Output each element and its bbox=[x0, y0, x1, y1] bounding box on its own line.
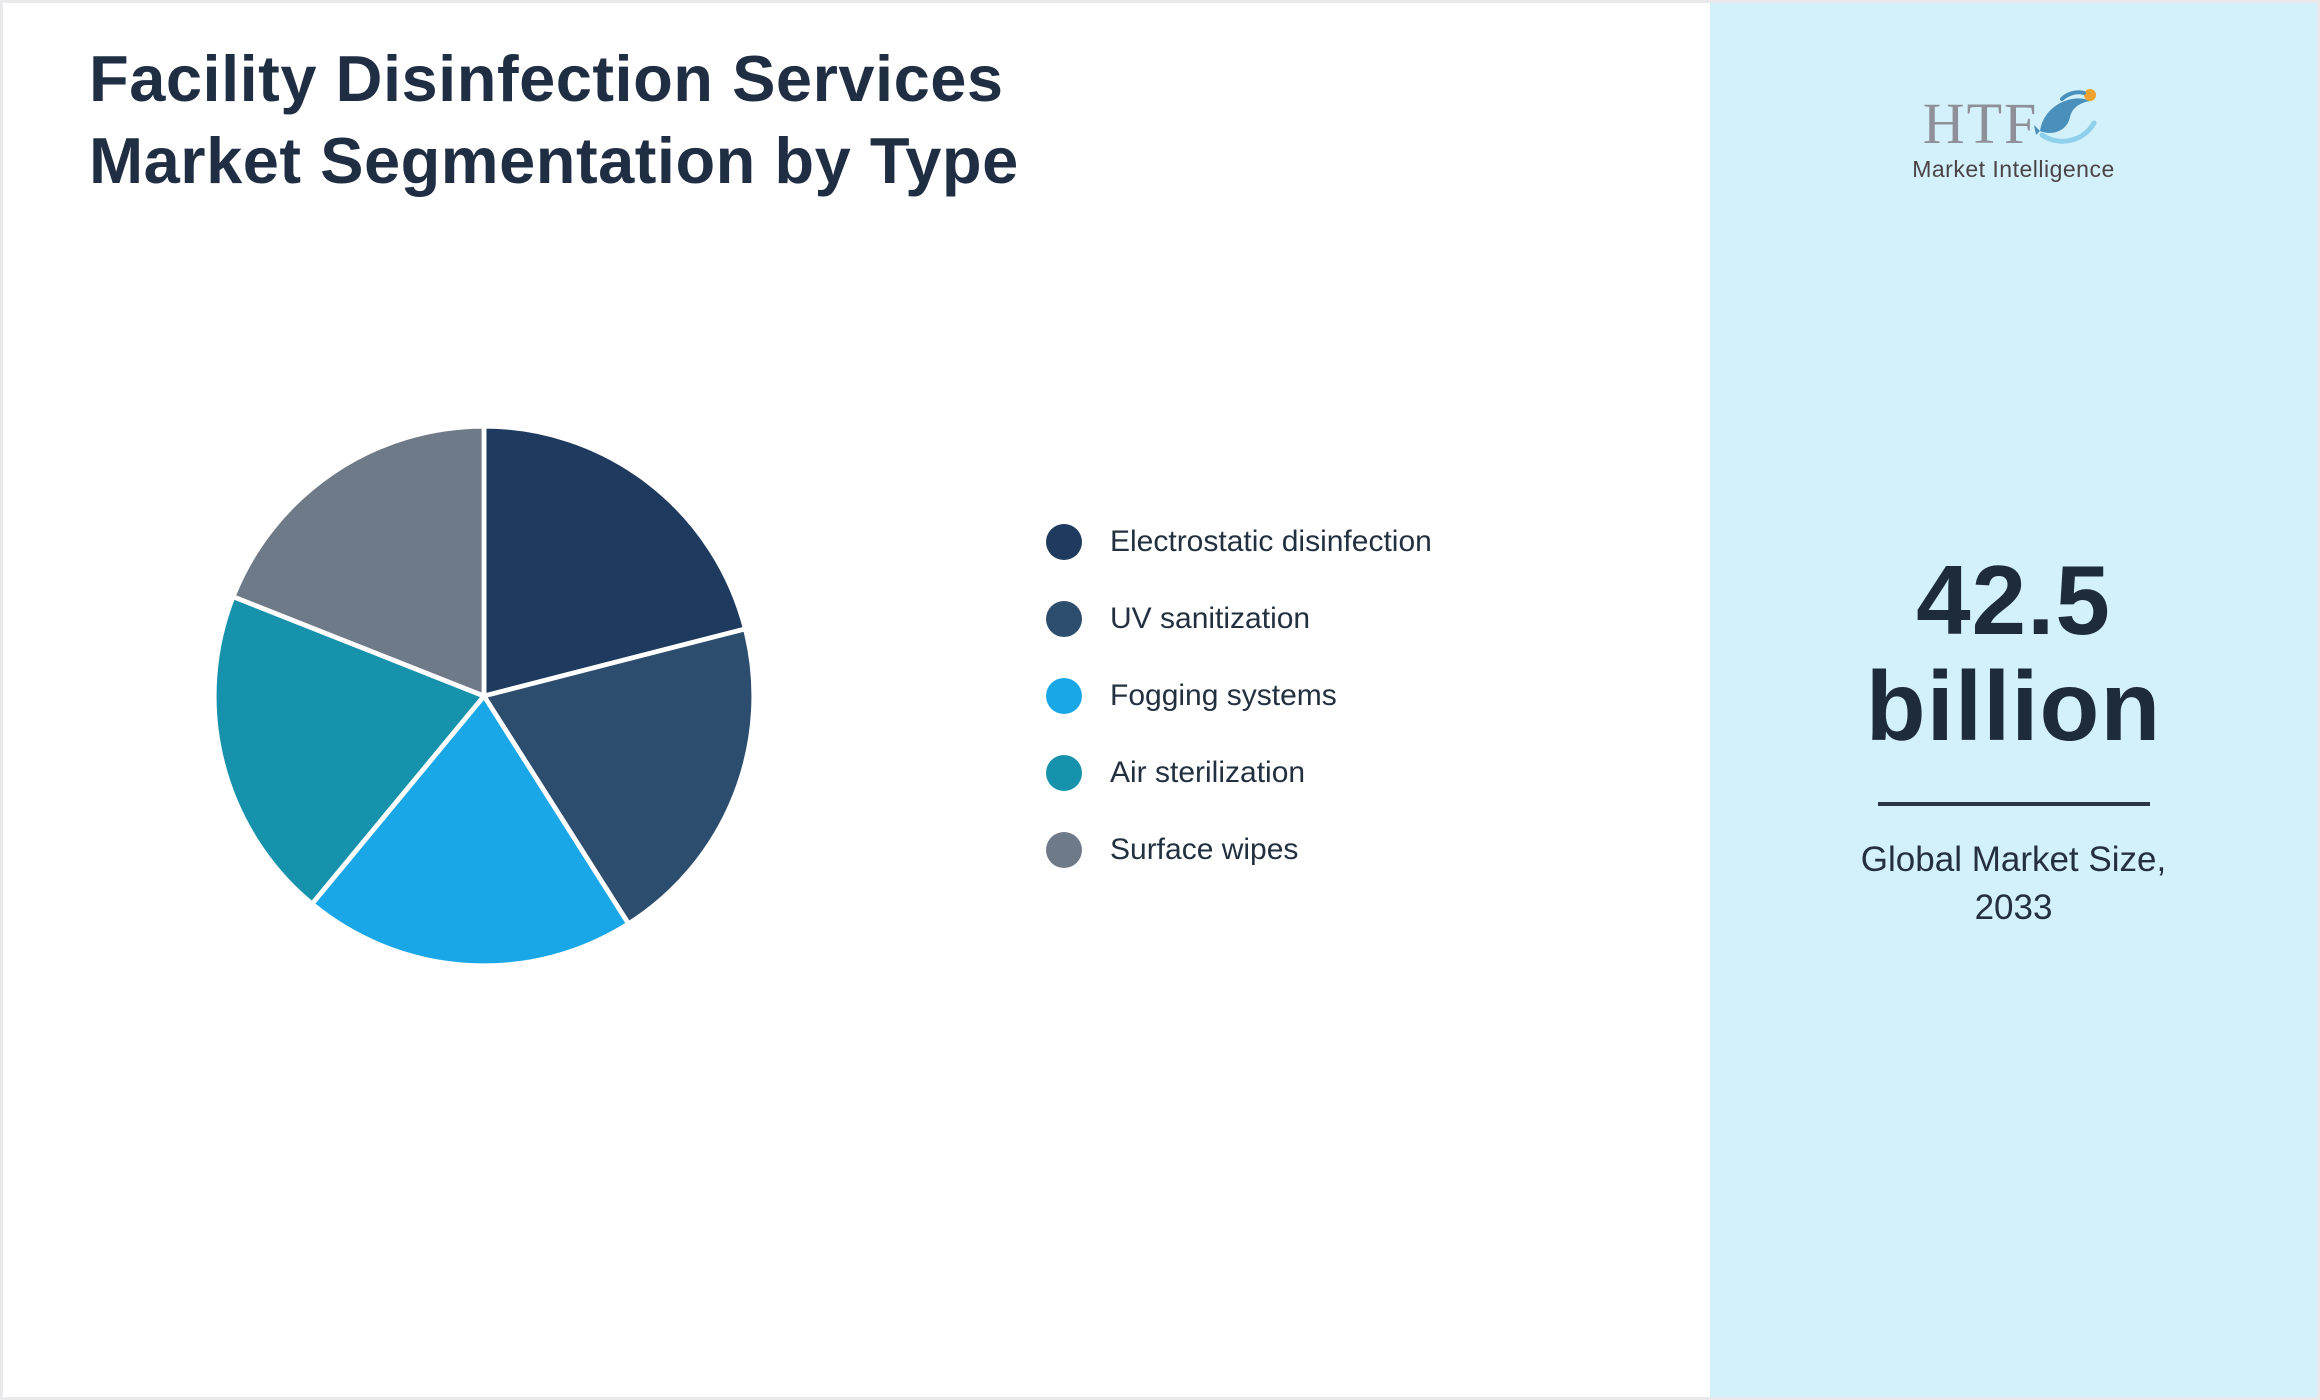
market-size-number: 42.5 bbox=[1916, 545, 2111, 655]
legend-label: Surface wipes bbox=[1110, 833, 1299, 866]
legend-item-0: Electrostatic disinfection bbox=[1046, 523, 1432, 561]
pie-slice-1 bbox=[481, 626, 757, 927]
legend-swatch bbox=[1046, 832, 1082, 868]
pie-slice-4 bbox=[230, 423, 487, 699]
market-size-caption-line1: Global Market Size, bbox=[1860, 839, 2167, 879]
legend-swatch bbox=[1046, 678, 1082, 714]
legend: Electrostatic disinfection UV sanitizatio… bbox=[1046, 523, 1432, 908]
htf-logo: HTF Market Intelligence bbox=[1710, 89, 2317, 183]
legend-label: Fogging systems bbox=[1110, 679, 1337, 712]
legend-swatch bbox=[1046, 755, 1082, 791]
legend-swatch bbox=[1046, 601, 1082, 637]
legend-label: Air sterilization bbox=[1110, 756, 1306, 789]
page-title-line2: Market Segmentation by Type bbox=[89, 124, 1019, 198]
page-title: Facility Disinfection Services Market Se… bbox=[89, 42, 1019, 210]
legend-item-1: UV sanitization bbox=[1046, 600, 1432, 638]
divider-line bbox=[1877, 801, 2150, 806]
legend-item-4: Surface wipes bbox=[1046, 831, 1432, 869]
market-size-caption: Global Market Size, 2033 bbox=[1710, 836, 2317, 933]
pie-chart bbox=[199, 411, 769, 981]
legend-label: Electrostatic disinfection bbox=[1110, 525, 1432, 558]
market-size-value: 42.5 billion bbox=[1710, 545, 2317, 761]
main-content: Facility Disinfection Services Market Se… bbox=[3, 3, 1710, 1397]
pie-slice-2 bbox=[309, 693, 631, 969]
htf-logo-subtext: Market Intelligence bbox=[1912, 156, 2115, 182]
htf-logo-row: HTF bbox=[1922, 89, 2105, 156]
pie-slice-3 bbox=[211, 594, 487, 907]
market-size-block: 42.5 billion Global Market Size, 2033 bbox=[1710, 545, 2317, 933]
legend-label: UV sanitization bbox=[1110, 602, 1311, 635]
htf-logo-text: HTF bbox=[1922, 91, 2039, 156]
dolphin-icon bbox=[2032, 85, 2104, 154]
pie-chart-svg bbox=[211, 423, 757, 969]
sidebar-panel: HTF Market Intelligence 42.5 billion bbox=[1710, 3, 2317, 1397]
pie-slice-0 bbox=[481, 423, 748, 699]
legend-item-3: Air sterilization bbox=[1046, 754, 1432, 792]
legend-swatch bbox=[1046, 524, 1082, 560]
market-size-caption-line2: 2033 bbox=[1974, 887, 2053, 927]
market-size-unit: billion bbox=[1865, 650, 2162, 761]
legend-item-2: Fogging systems bbox=[1046, 677, 1432, 715]
page-title-line1: Facility Disinfection Services bbox=[89, 42, 1004, 115]
